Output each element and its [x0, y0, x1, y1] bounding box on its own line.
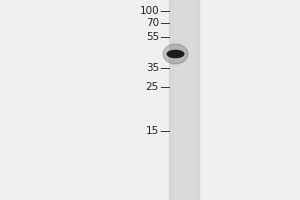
- Bar: [169, 0, 200, 200]
- Text: 55: 55: [146, 32, 159, 42]
- Text: 25: 25: [146, 82, 159, 92]
- Ellipse shape: [167, 50, 184, 58]
- Text: 100: 100: [140, 6, 159, 16]
- Ellipse shape: [163, 44, 188, 64]
- Text: 70: 70: [146, 18, 159, 28]
- Bar: [174, 0, 195, 200]
- Text: 15: 15: [146, 126, 159, 136]
- Text: 35: 35: [146, 63, 159, 73]
